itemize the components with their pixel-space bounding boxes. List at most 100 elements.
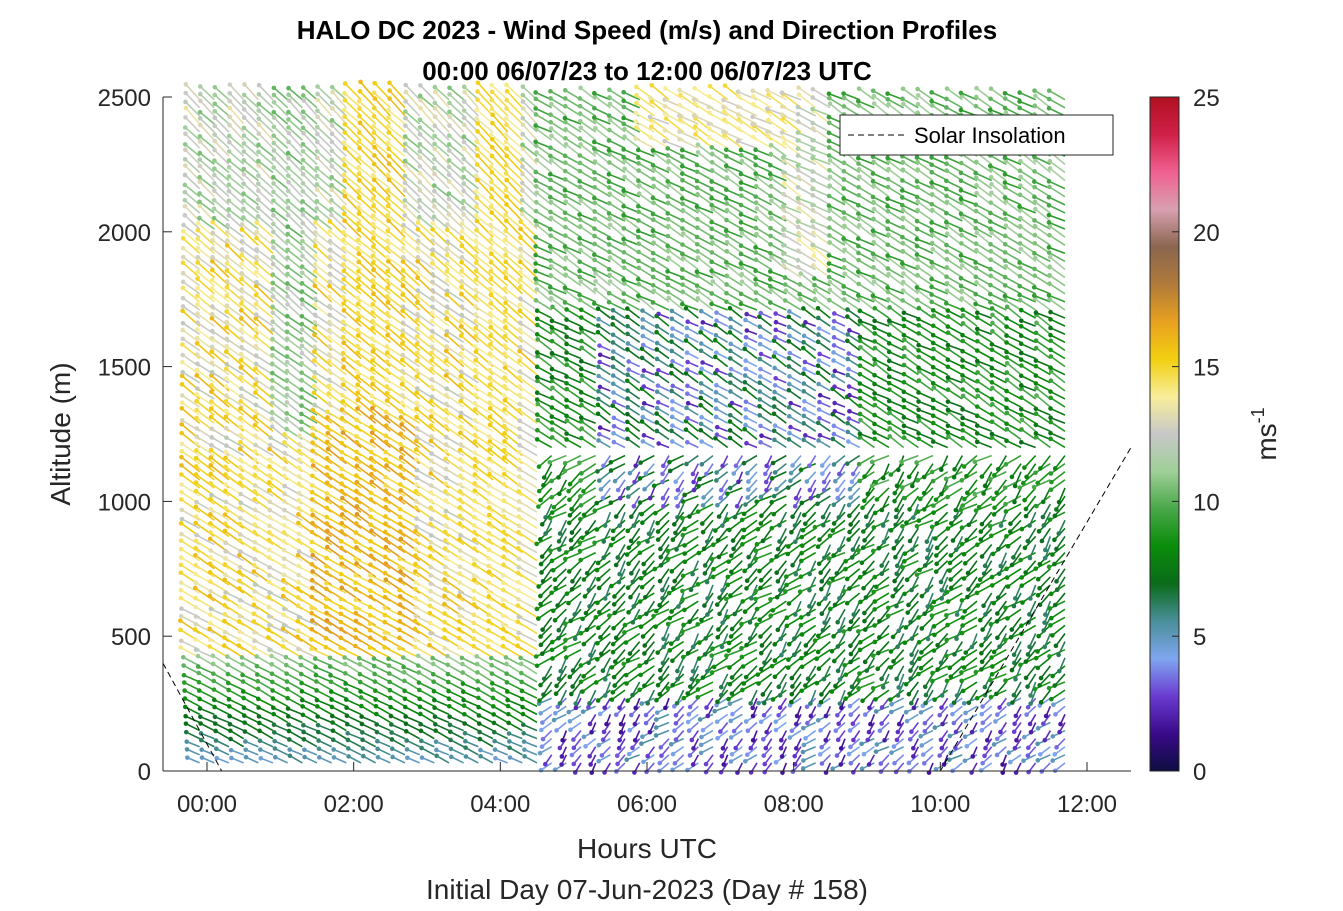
- wind-vector-head: [516, 499, 522, 504]
- wind-vector: [255, 294, 274, 311]
- wind-vector-head: [538, 711, 543, 716]
- wind-vector-head: [578, 279, 584, 284]
- wind-vector-head: [506, 720, 511, 726]
- wind-vector-head: [549, 405, 555, 410]
- wind-vector: [519, 360, 538, 376]
- wind-vector-head: [592, 267, 597, 272]
- wind-vector-head: [502, 361, 507, 366]
- wind-vector: [302, 214, 318, 230]
- wind-vector-head: [194, 392, 200, 397]
- wind-vector: [286, 688, 303, 699]
- wind-vector-head: [312, 332, 317, 338]
- wind-vector-head: [607, 613, 612, 619]
- wind-vector-head: [224, 279, 230, 284]
- wind-vector: [565, 648, 582, 659]
- wind-vector: [551, 406, 567, 416]
- wind-vector-head: [413, 538, 419, 543]
- wind-vector: [311, 619, 333, 635]
- wind-vector-head: [369, 528, 374, 534]
- wind-vector-head: [562, 177, 568, 182]
- wind-vector: [240, 387, 259, 400]
- wind-vector-head: [183, 105, 189, 111]
- wind-vector: [402, 293, 421, 311]
- wind-vector: [523, 732, 538, 740]
- wind-vector-head: [224, 319, 230, 325]
- wind-vector: [491, 672, 509, 683]
- wind-vector-head: [400, 304, 406, 310]
- wind-vector: [448, 102, 465, 117]
- wind-vector-head: [417, 704, 423, 710]
- wind-vector-head: [447, 92, 452, 97]
- wind-vector-head: [457, 613, 463, 618]
- wind-vector: [476, 155, 494, 174]
- wind-vector: [241, 223, 259, 238]
- wind-vector-head: [472, 367, 478, 373]
- wind-vector-head: [299, 350, 305, 356]
- wind-vector-head: [326, 358, 332, 364]
- wind-vector: [490, 224, 509, 238]
- wind-vector-head: [371, 291, 376, 297]
- wind-vector-head: [273, 754, 278, 760]
- wind-vector: [196, 342, 215, 360]
- wind-vector-head: [572, 636, 578, 642]
- wind-vector: [541, 641, 553, 655]
- wind-vector-head: [471, 577, 477, 583]
- wind-vector: [375, 698, 391, 708]
- wind-vector-head: [299, 343, 305, 349]
- wind-vector-head: [553, 691, 559, 697]
- wind-vector-head: [444, 344, 449, 349]
- wind-vector-head: [459, 221, 465, 226]
- wind-vector-head: [403, 123, 408, 128]
- wind-vector: [505, 133, 523, 149]
- wind-vector: [401, 334, 421, 352]
- wind-vector-head: [227, 721, 233, 727]
- wind-vector-head: [327, 664, 333, 669]
- wind-vector: [553, 495, 567, 508]
- wind-vector-head: [226, 174, 232, 179]
- wind-vector-head: [520, 99, 526, 104]
- wind-vector-head: [571, 737, 576, 742]
- wind-vector: [372, 205, 391, 222]
- wind-vector-head: [299, 697, 305, 703]
- wind-vector-head: [354, 434, 359, 439]
- wind-vector-head: [610, 649, 616, 655]
- wind-vector: [255, 328, 274, 343]
- wind-vector-head: [567, 497, 572, 503]
- wind-vector-head: [474, 195, 479, 201]
- wind-vector-head: [428, 505, 433, 511]
- wind-vector-head: [385, 228, 391, 234]
- wind-vector: [604, 681, 612, 696]
- wind-vector: [312, 514, 333, 530]
- wind-vector: [566, 399, 582, 408]
- wind-vector: [518, 598, 538, 610]
- wind-vector: [314, 285, 333, 303]
- wind-vector: [612, 527, 626, 540]
- wind-vector: [302, 705, 318, 716]
- wind-vector-head: [457, 605, 463, 611]
- wind-vector-head: [179, 489, 184, 495]
- wind-vector-head: [548, 177, 553, 183]
- wind-vector-head: [564, 397, 569, 403]
- wind-vector: [519, 322, 538, 335]
- wind-vector-head: [281, 577, 286, 583]
- wind-vector: [488, 435, 509, 449]
- wind-vector: [316, 207, 333, 222]
- wind-vector-head: [428, 438, 434, 444]
- wind-vector: [209, 613, 230, 627]
- wind-vector: [269, 574, 289, 586]
- wind-vector: [597, 404, 611, 416]
- wind-vector: [199, 152, 215, 166]
- wind-vector: [182, 371, 201, 384]
- wind-vector-head: [501, 554, 506, 560]
- wind-vector: [360, 690, 376, 699]
- wind-vector-head: [310, 552, 315, 558]
- wind-vector-head: [402, 148, 408, 153]
- wind-vector-head: [258, 747, 263, 752]
- wind-vector-head: [500, 580, 506, 586]
- wind-vector-head: [371, 130, 377, 136]
- wind-vector-head: [296, 579, 301, 585]
- wind-vector-head: [445, 653, 450, 659]
- wind-vector-head: [473, 318, 478, 324]
- wind-vector: [521, 166, 538, 182]
- wind-vector-head: [315, 91, 320, 97]
